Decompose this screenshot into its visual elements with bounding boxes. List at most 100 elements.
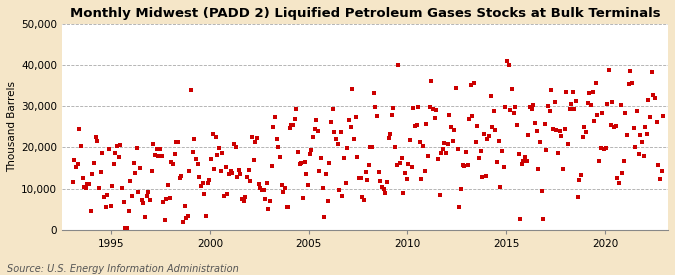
Point <box>605 123 616 127</box>
Point <box>267 164 277 168</box>
Point <box>146 169 157 173</box>
Point <box>352 155 362 159</box>
Point <box>269 115 280 119</box>
Point <box>559 127 570 131</box>
Point <box>568 90 578 95</box>
Point <box>380 191 391 195</box>
Point <box>656 168 667 173</box>
Point <box>214 146 225 150</box>
Point <box>597 111 608 115</box>
Point <box>482 136 493 141</box>
Point <box>401 177 412 181</box>
Point <box>404 138 415 142</box>
Point <box>302 182 313 187</box>
Point <box>122 226 132 230</box>
Point <box>403 162 414 166</box>
Point <box>265 199 275 203</box>
Point <box>626 81 637 85</box>
Point <box>369 91 379 95</box>
Point <box>411 122 422 127</box>
Point <box>607 100 618 104</box>
Point <box>197 181 208 185</box>
Point <box>547 126 558 131</box>
Point <box>124 209 134 213</box>
Point <box>566 101 576 106</box>
Point <box>192 161 203 166</box>
Point <box>77 175 88 180</box>
Point <box>524 105 535 109</box>
Text: Source: U.S. Energy Information Administration: Source: U.S. Energy Information Administ… <box>7 264 238 274</box>
Point <box>393 63 404 67</box>
Point <box>179 204 190 208</box>
Point <box>143 189 154 194</box>
Point <box>649 96 660 101</box>
Point <box>87 172 98 176</box>
Point <box>260 197 271 201</box>
Point <box>215 169 226 173</box>
Point <box>467 113 478 118</box>
Point <box>615 103 626 107</box>
Point <box>316 156 327 160</box>
Point <box>344 117 354 122</box>
Point <box>643 98 654 102</box>
Point <box>412 105 423 109</box>
Point <box>95 170 106 174</box>
Point <box>446 125 456 129</box>
Point <box>437 147 448 152</box>
Point <box>182 214 193 218</box>
Point <box>487 125 497 129</box>
Point <box>577 134 588 139</box>
Point <box>498 165 509 169</box>
Point <box>632 109 643 113</box>
Point <box>363 163 374 167</box>
Point <box>74 126 84 131</box>
Point <box>148 142 159 146</box>
Point <box>234 168 244 172</box>
Point <box>373 170 384 175</box>
Point <box>414 140 425 145</box>
Point <box>558 167 568 171</box>
Point <box>526 107 537 111</box>
Point <box>200 214 211 218</box>
Point <box>118 200 129 204</box>
Point <box>84 182 95 186</box>
Point <box>576 172 587 177</box>
Point <box>497 149 508 153</box>
Point <box>612 175 622 180</box>
Point <box>212 153 223 158</box>
Point <box>479 132 489 137</box>
Point <box>549 100 560 104</box>
Point <box>237 197 248 201</box>
Point <box>580 130 591 134</box>
Point <box>572 194 583 199</box>
Point <box>275 155 286 159</box>
Point <box>491 160 502 164</box>
Point <box>133 190 144 194</box>
Point <box>551 128 562 132</box>
Point <box>553 151 564 155</box>
Point <box>245 179 256 184</box>
Point <box>151 147 162 151</box>
Point <box>159 218 170 222</box>
Point <box>436 151 447 156</box>
Point <box>579 125 590 129</box>
Point <box>653 163 664 167</box>
Point <box>516 162 527 166</box>
Point <box>248 158 259 162</box>
Point <box>587 90 598 94</box>
Point <box>253 182 264 187</box>
Point <box>441 150 452 155</box>
Point <box>648 93 659 97</box>
Point <box>562 142 573 146</box>
Point <box>358 197 369 202</box>
Point <box>189 137 200 141</box>
Point <box>398 191 409 195</box>
Point <box>599 147 610 151</box>
Point <box>500 105 511 110</box>
Point <box>296 161 306 166</box>
Point <box>360 170 371 174</box>
Point <box>569 107 580 111</box>
Point <box>306 148 317 152</box>
Point <box>161 197 172 202</box>
Point <box>115 143 126 148</box>
